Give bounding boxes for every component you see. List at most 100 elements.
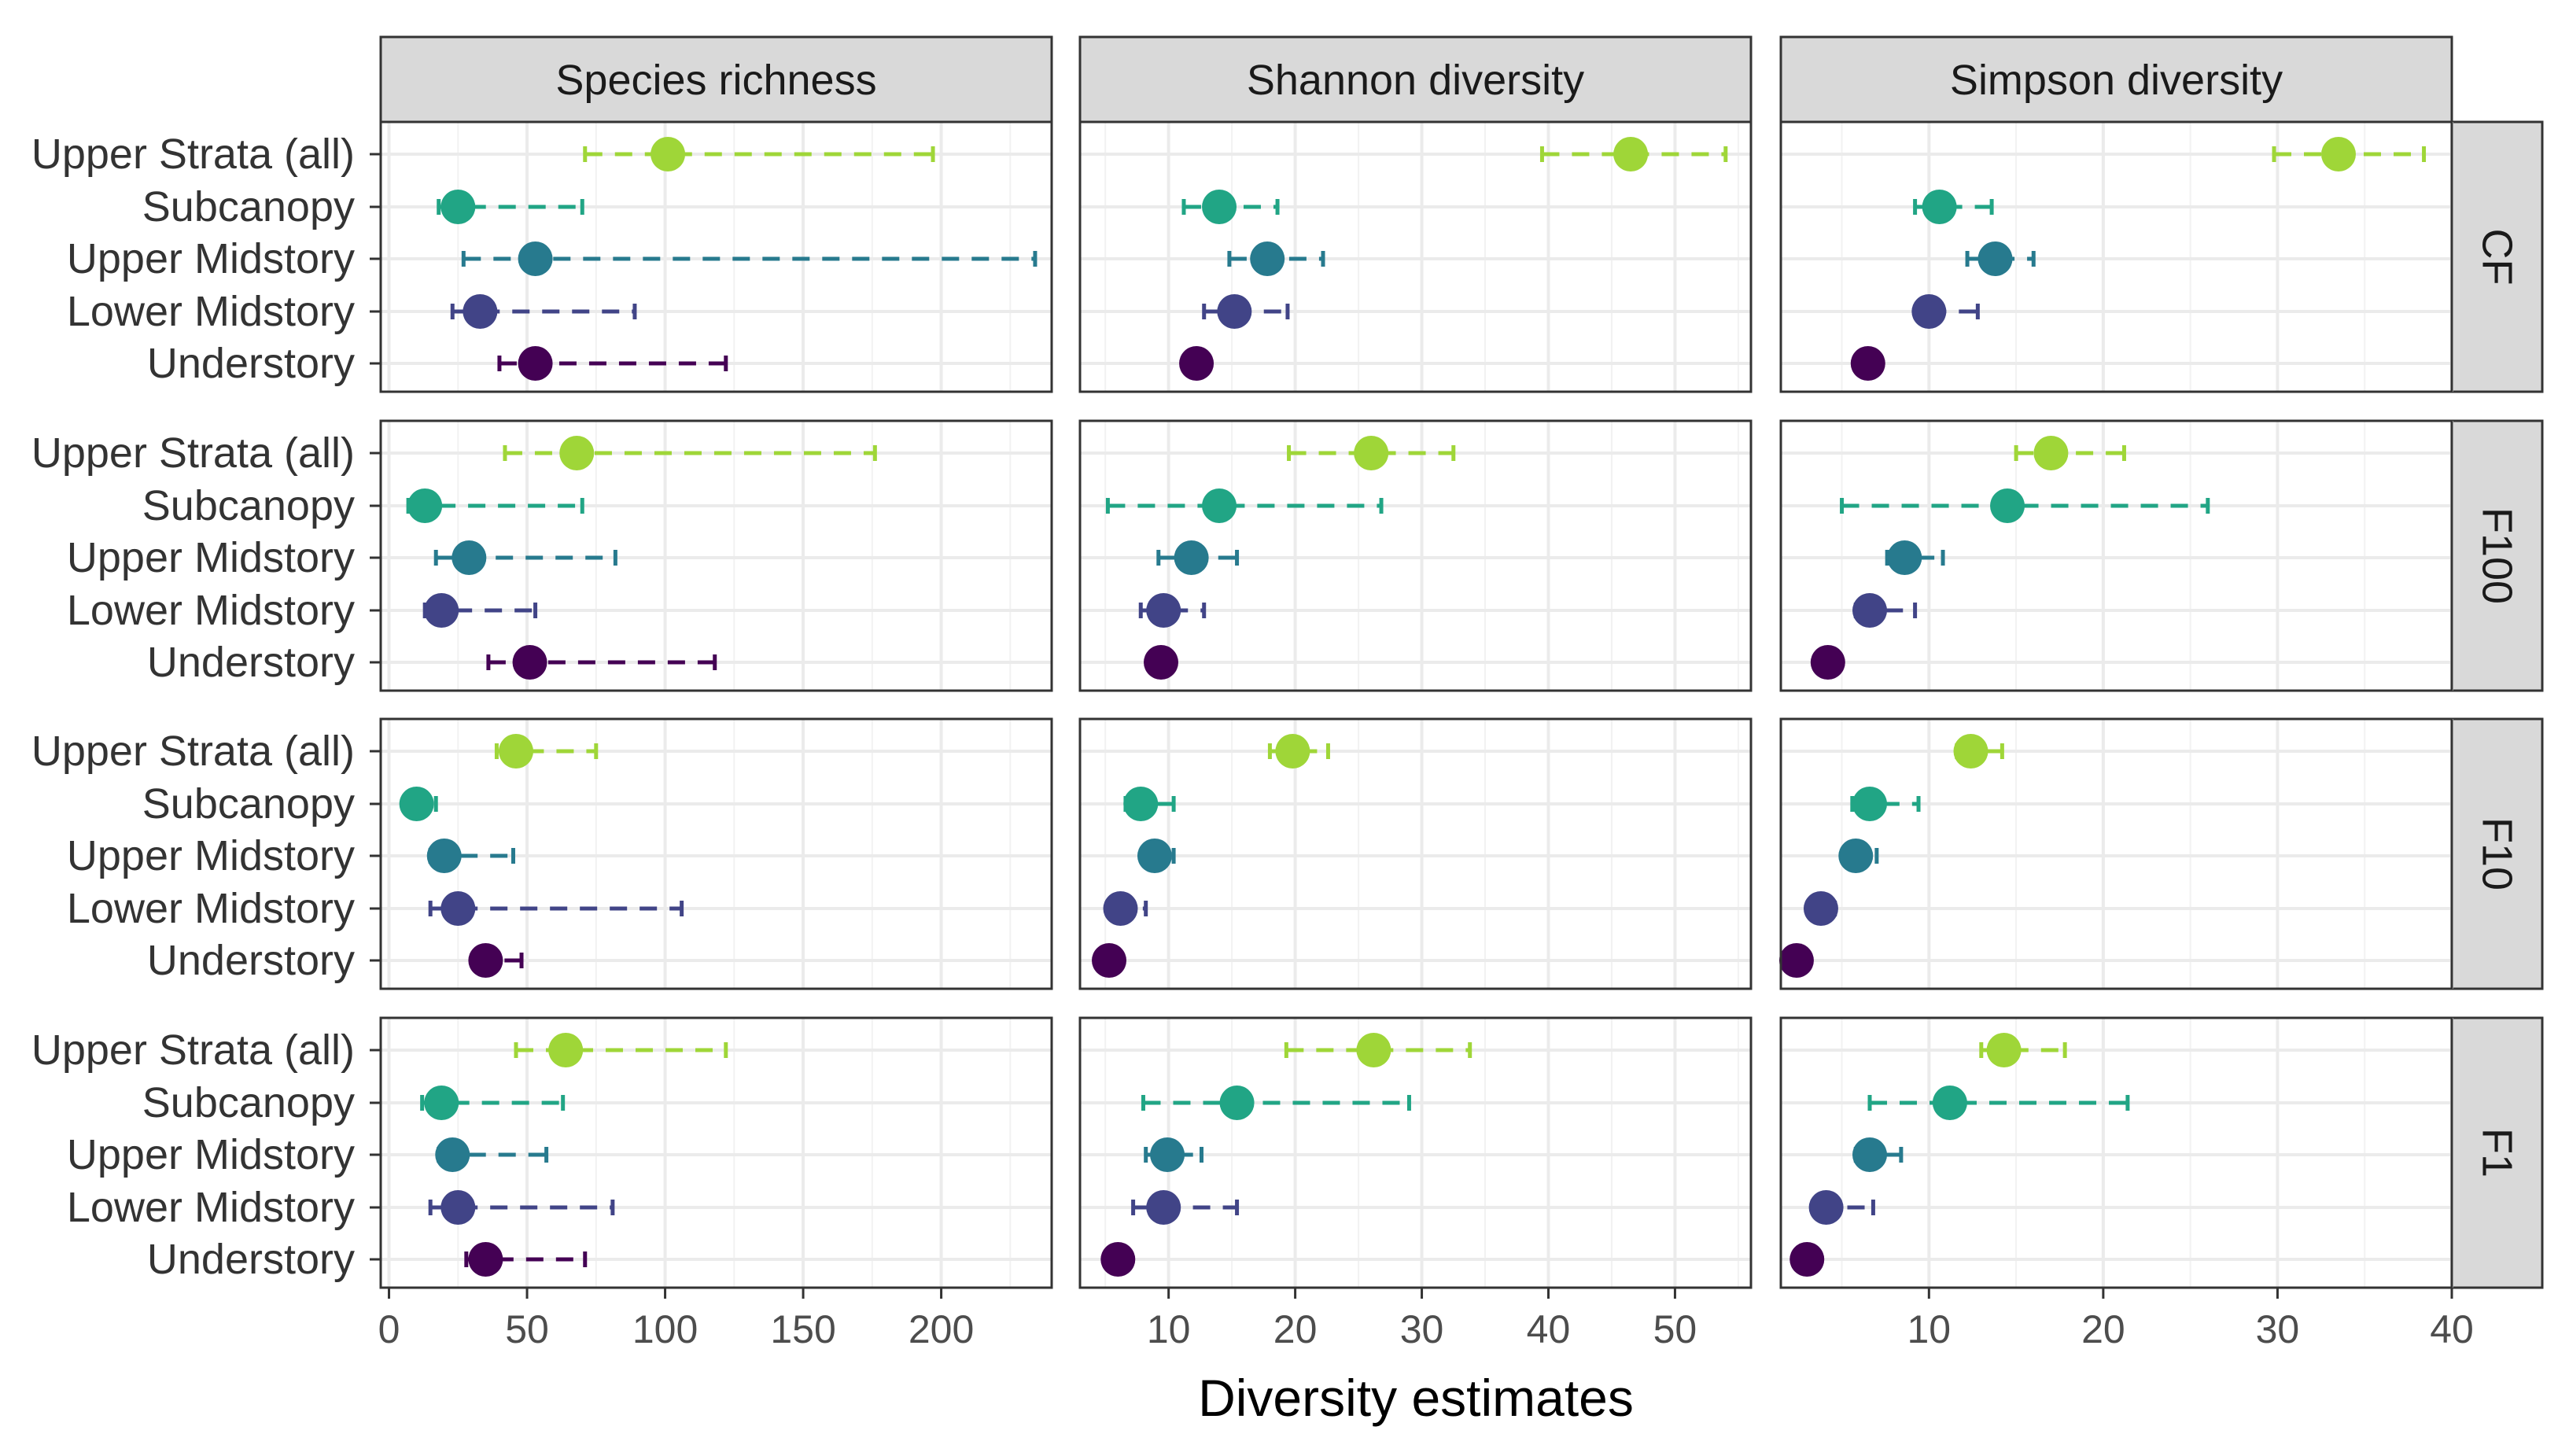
strip-f100: [2450, 419, 2544, 692]
x-tick-label: 50: [1653, 1307, 1697, 1351]
point-subcanopy: [1123, 787, 1159, 821]
category-label-upper-strata-all: Upper Strata (all): [31, 728, 355, 775]
category-label-understory: Understory: [147, 1236, 355, 1283]
strip-f10: [2450, 717, 2544, 990]
category-label-understory: Understory: [147, 340, 355, 387]
category-label-understory: Understory: [147, 639, 355, 686]
panels: [379, 120, 2453, 1289]
point-understory: [1144, 645, 1179, 680]
strip-label-f100: F100: [2474, 507, 2521, 604]
point-subcanopy: [399, 787, 434, 821]
x-tick-label: 10: [1147, 1307, 1191, 1351]
category-label-subcanopy: Subcanopy: [142, 183, 355, 230]
panel-cf-shannon-diversity: [1078, 120, 1753, 393]
point-upper-midstory: [1852, 1137, 1887, 1172]
panel-background: [1080, 122, 1751, 392]
point-upper-strata-all: [559, 436, 595, 470]
point-subcanopy: [1202, 488, 1237, 523]
x-tick-label: 40: [2430, 1307, 2474, 1351]
category-label-upper-strata-all: Upper Strata (all): [31, 131, 355, 178]
category-label-understory: Understory: [147, 937, 355, 984]
category-label-upper-midstory: Upper Midstory: [67, 1131, 355, 1178]
point-upper-midstory: [1137, 839, 1172, 873]
x-tick-label: 20: [2081, 1307, 2125, 1351]
point-lower-midstory: [424, 593, 459, 628]
strip-species-richness: [379, 35, 1053, 123]
category-label-upper-midstory: Upper Midstory: [67, 235, 355, 282]
category-label-lower-midstory: Lower Midstory: [67, 885, 355, 932]
x-tick-label: 150: [770, 1307, 835, 1351]
panel-border: [1078, 1016, 1753, 1289]
point-upper-strata-all: [1354, 436, 1389, 470]
point-lower-midstory: [463, 294, 498, 329]
point-upper-midstory: [452, 540, 487, 575]
panel-f100-simpson-diversity: [1779, 419, 2453, 692]
point-understory: [518, 346, 553, 381]
panel-f1-shannon-diversity: [1078, 1016, 1753, 1289]
strip-shannon-diversity: [1078, 35, 1753, 123]
point-upper-strata-all: [1986, 1033, 2022, 1067]
point-upper-midstory: [1250, 241, 1285, 276]
point-lower-midstory: [1852, 593, 1887, 628]
strip-label-cf: CF: [2474, 229, 2521, 286]
point-subcanopy: [1922, 190, 1957, 224]
point-upper-midstory: [1174, 540, 1209, 575]
point-subcanopy: [1852, 787, 1887, 821]
strip-f1: [2450, 1016, 2544, 1289]
panel-background: [1080, 719, 1751, 989]
strip-label-species-richness: Species richness: [555, 57, 876, 104]
point-lower-midstory: [1103, 891, 1138, 926]
point-understory: [1789, 1242, 1825, 1277]
category-label-upper-strata-all: Upper Strata (all): [31, 429, 355, 477]
strip-label-f10: F10: [2474, 817, 2521, 890]
point-upper-midstory: [1150, 1137, 1185, 1172]
point-subcanopy: [1202, 190, 1237, 224]
category-label-subcanopy: Subcanopy: [142, 482, 355, 529]
point-upper-strata-all: [651, 137, 686, 171]
x-tick-label: 20: [1273, 1307, 1318, 1351]
point-upper-strata-all: [1356, 1033, 1391, 1067]
panel-f1-simpson-diversity: [1779, 1016, 2453, 1289]
category-label-subcanopy: Subcanopy: [142, 780, 355, 828]
category-label-lower-midstory: Lower Midstory: [67, 288, 355, 335]
point-upper-strata-all: [1953, 734, 1988, 769]
point-lower-midstory: [1803, 891, 1838, 926]
point-subcanopy: [440, 190, 476, 224]
panel-border: [1078, 419, 1753, 692]
point-upper-strata-all: [2033, 436, 2069, 470]
point-understory: [1179, 346, 1214, 381]
point-upper-strata-all: [1613, 137, 1649, 171]
category-label-lower-midstory: Lower Midstory: [67, 1184, 355, 1231]
point-understory: [468, 943, 503, 978]
strip-label-simpson-diversity: Simpson diversity: [1950, 57, 2283, 104]
x-tick-label: 100: [632, 1307, 698, 1351]
strip-simpson-diversity: [1779, 35, 2453, 123]
point-understory: [1810, 645, 1845, 680]
panel-border: [1779, 419, 2453, 692]
panel-background: [1781, 719, 2452, 989]
row-strips: CF F100 F10 F1: [2450, 120, 2544, 1289]
panel-border: [379, 120, 1053, 393]
strip-cf: [2450, 120, 2544, 393]
strip-label-shannon-diversity: Shannon diversity: [1247, 57, 1584, 104]
point-lower-midstory: [1217, 294, 1252, 329]
point-upper-strata-all: [1275, 734, 1310, 769]
panel-f10-shannon-diversity: [1078, 717, 1753, 990]
category-label-subcanopy: Subcanopy: [142, 1079, 355, 1126]
panel-border: [1779, 717, 2453, 990]
panel-border: [1078, 717, 1753, 990]
x-tick-label: 40: [1527, 1307, 1571, 1351]
point-lower-midstory: [1911, 294, 1947, 329]
point-subcanopy: [1219, 1086, 1255, 1120]
category-labels: Upper Strata (all) Subcanopy Upper Midstor…: [31, 131, 381, 1283]
x-tick-label: 0: [378, 1307, 400, 1351]
panel-f10-simpson-diversity: [1778, 717, 2453, 990]
point-lower-midstory: [1146, 593, 1181, 628]
panel-background: [1781, 421, 2452, 691]
point-upper-midstory: [1838, 839, 1874, 873]
column-strips: Species richness Shannon diversity Simpson…: [379, 35, 2453, 123]
panel-f100-shannon-diversity: [1078, 419, 1753, 692]
panel-border: [379, 419, 1053, 692]
panel-f1-species-richness: [379, 1016, 1053, 1289]
